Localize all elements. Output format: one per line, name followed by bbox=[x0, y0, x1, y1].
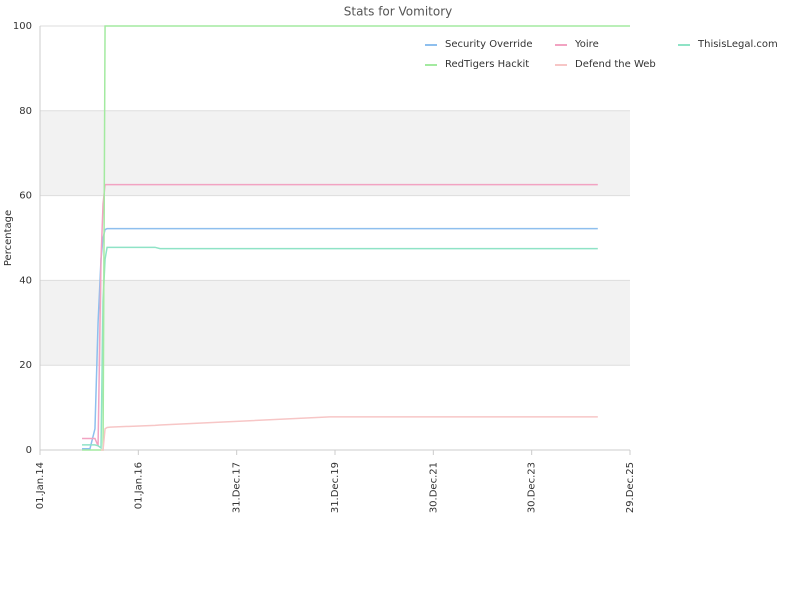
legend-label: ThisisLegal.com bbox=[697, 39, 778, 50]
x-tick-label: 01.Jan.16 bbox=[133, 462, 144, 509]
legend-label: Yoire bbox=[574, 39, 599, 50]
x-tick-label: 29.Dec.25 bbox=[625, 462, 636, 513]
series-line bbox=[82, 183, 598, 447]
y-tick-label: 100 bbox=[13, 21, 32, 32]
legend-label: RedTigers Hackit bbox=[445, 59, 529, 70]
series-line bbox=[82, 246, 598, 450]
x-tick-label: 01.Jan.14 bbox=[35, 462, 46, 509]
x-tick-label: 30.Dec.21 bbox=[428, 462, 439, 513]
y-tick-label: 60 bbox=[19, 191, 32, 202]
x-tick-label: 30.Dec.23 bbox=[527, 462, 538, 513]
plot-band bbox=[40, 280, 630, 366]
series-line bbox=[101, 416, 598, 451]
plot-band bbox=[40, 110, 630, 196]
y-axis-label: Percentage bbox=[3, 210, 14, 266]
legend-label: Security Override bbox=[445, 39, 533, 50]
y-tick-label: 0 bbox=[26, 445, 32, 456]
series-line bbox=[82, 25, 630, 451]
chart-title: Stats for Vomitory bbox=[344, 5, 453, 19]
y-tick-label: 80 bbox=[19, 106, 32, 117]
legend-label: Defend the Web bbox=[575, 59, 656, 70]
x-tick-label: 31.Dec.17 bbox=[232, 462, 243, 513]
y-tick-label: 20 bbox=[19, 360, 32, 371]
x-tick-label: 31.Dec.19 bbox=[330, 462, 341, 513]
series-line bbox=[82, 227, 598, 450]
y-tick-label: 40 bbox=[19, 275, 32, 286]
